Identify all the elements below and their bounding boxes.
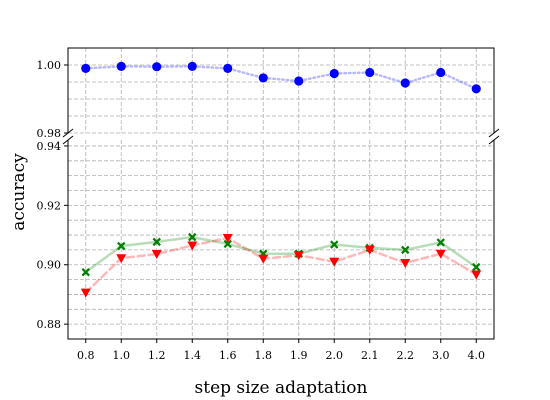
- axis-break-marks: [62, 128, 500, 145]
- top-series-0-point: [294, 76, 304, 86]
- bottom-series-1-point: [187, 241, 198, 251]
- x-tick-label: 3.0: [432, 349, 450, 362]
- top-series-0-point: [116, 61, 126, 71]
- bottom-series-0-point: [436, 238, 445, 247]
- bottom-panel: 0.88 0.90 0.92 0.94: [37, 140, 495, 340]
- bottom-series-1-point: [116, 254, 127, 264]
- break-mark: [488, 135, 500, 145]
- break-mark: [488, 128, 500, 138]
- top-panel: 0.98 1.00: [37, 47, 495, 140]
- bottom-series-1-point: [471, 270, 482, 280]
- bottom-ytick-label: 0.88: [37, 318, 62, 331]
- bottom-series-0-point: [330, 240, 339, 249]
- break-mark: [62, 128, 74, 138]
- break-mark: [62, 135, 74, 145]
- bottom-series-1-point: [435, 249, 446, 259]
- top-ytick-label: 0.98: [37, 127, 62, 140]
- bottom-series-1-point: [222, 234, 233, 244]
- bottom-series-1-point: [400, 258, 411, 268]
- x-tick-label: 1.0: [113, 349, 131, 362]
- top-series-0-point: [223, 63, 233, 73]
- bottom-series-1-line: [84, 236, 478, 294]
- x-tick-label: 4.0: [468, 349, 486, 362]
- bottom-series-1-point: [80, 288, 91, 298]
- x-tick-label: 1.2: [148, 349, 166, 362]
- x-axis: 0.8 1.0 1.2 1.4 1.6 1.8 1.9 2.0 2.1 2.2 3.0 4.0: [77, 339, 485, 362]
- top-series-0-point: [81, 63, 91, 73]
- bottom-series-1-point: [293, 251, 304, 261]
- top-series-0-point: [365, 67, 375, 78]
- bottom-series-1-point: [151, 250, 162, 260]
- x-tick-label: 1.9: [290, 349, 308, 362]
- x-tick-label: 2.0: [326, 349, 344, 362]
- top-series-0-line: [84, 65, 478, 91]
- bottom-series-0-point: [81, 267, 90, 277]
- top-series-0-point: [329, 68, 339, 79]
- bottom-series-0-point: [117, 241, 126, 251]
- x-tick-label: 1.6: [219, 349, 237, 362]
- bottom-ytick-label: 0.92: [37, 199, 62, 212]
- x-tick-label: 1.8: [255, 349, 273, 362]
- bottom-series-0-point: [472, 262, 481, 272]
- top-series-0-point: [152, 62, 162, 72]
- top-series-0-point: [436, 67, 446, 78]
- top-series-0-point: [471, 84, 481, 94]
- top-ytick-label: 1.00: [37, 59, 62, 72]
- y-axis-title: accuracy: [9, 153, 29, 231]
- bottom-series-0-point: [223, 239, 232, 249]
- bottom-frame: [67, 140, 495, 340]
- x-tick-label: 2.1: [361, 349, 379, 362]
- x-tick-label: 0.8: [77, 349, 95, 362]
- top-series-0-point: [187, 61, 197, 71]
- bottom-series-1-point: [329, 257, 340, 267]
- x-tick-label: 2.2: [397, 349, 415, 362]
- top-series-0-point: [258, 73, 268, 83]
- bottom-series-1-point: [364, 245, 375, 255]
- bottom-series-0-point: [188, 232, 197, 242]
- bottom-series-0-point: [401, 245, 410, 255]
- top-series-0-point: [400, 78, 410, 88]
- bottom-series-1-point: [258, 254, 269, 264]
- top-frame: [67, 47, 495, 133]
- bottom-ytick-label: 0.94: [37, 140, 62, 153]
- x-tick-label: 1.4: [184, 349, 202, 362]
- x-axis-title: step size adaptation: [195, 378, 368, 398]
- bottom-series-0-point: [152, 237, 161, 247]
- bottom-series-0-line: [84, 235, 478, 274]
- bottom-ytick-label: 0.90: [37, 259, 62, 272]
